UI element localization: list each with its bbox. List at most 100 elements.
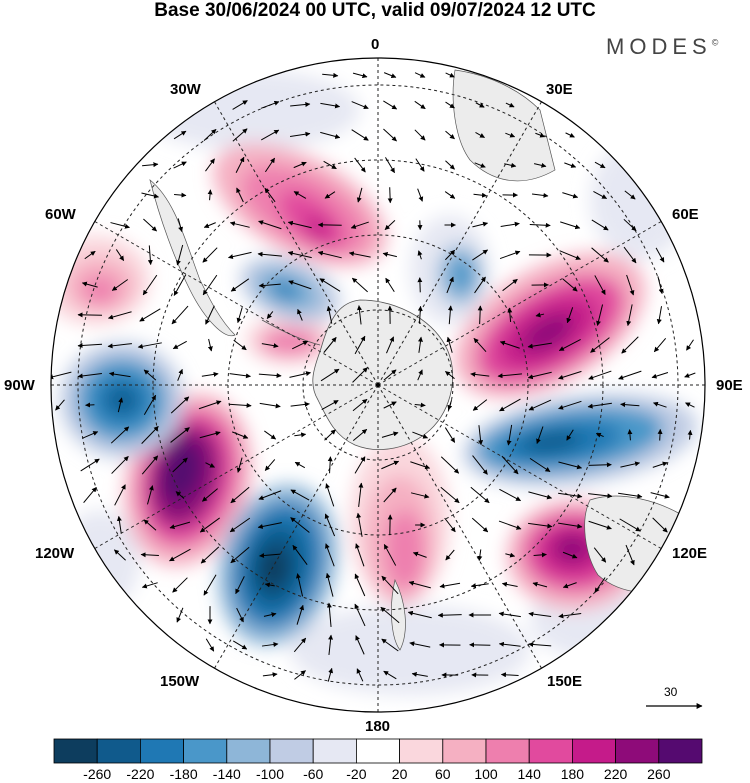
- wind-vector: [591, 219, 609, 231]
- wind-vector: [201, 488, 218, 502]
- wind-vector: [588, 520, 612, 530]
- colorbar-swatch: [139, 738, 184, 764]
- lon-label-90w: 90W: [4, 377, 35, 394]
- wind-vector: [229, 517, 251, 533]
- wind-vector: [290, 401, 310, 407]
- wind-vector: [114, 484, 126, 506]
- wind-vector: [143, 519, 157, 531]
- wind-vector: [535, 132, 546, 138]
- lon-label-180: 180: [365, 718, 391, 735]
- wind-vector: [352, 367, 368, 383]
- wind-vector: [470, 583, 489, 589]
- wind-vector: [501, 581, 518, 587]
- wind-vector: [354, 573, 366, 597]
- wind-vector: [205, 638, 215, 652]
- wind-vector: [533, 162, 547, 168]
- wind-vector: [287, 250, 312, 259]
- wind-vector: [260, 100, 280, 109]
- wind-vector: [176, 607, 184, 623]
- wind-vector: [108, 371, 131, 378]
- wind-vector: [414, 100, 426, 110]
- wind-vector: [137, 342, 162, 349]
- wind-vector: [470, 486, 490, 504]
- wind-vector: [258, 220, 282, 230]
- wind-vector: [263, 612, 277, 618]
- wind-vector: [528, 522, 553, 529]
- wind-vector: [170, 427, 190, 443]
- anomaly-patch: [290, 605, 530, 695]
- wind-vector: [325, 572, 334, 597]
- wind-vector: [351, 277, 368, 293]
- wind-vector: [297, 308, 303, 321]
- wind-vector: [499, 340, 520, 349]
- wind-vector: [595, 432, 604, 438]
- wind-vector: [262, 672, 278, 678]
- anomaly-contour: [554, 534, 590, 562]
- wind-vector: [417, 277, 423, 293]
- wind-vector: [319, 278, 341, 292]
- colorbar-swatch: [96, 738, 141, 764]
- wind-vector: [531, 192, 549, 198]
- colorbar-tick-label: 140: [517, 766, 541, 782]
- colorbar-tick-label: -100: [255, 766, 285, 782]
- wind-vector: [327, 667, 334, 682]
- wind-vector: [470, 371, 490, 377]
- wind-vector: [532, 581, 548, 588]
- wind-vector: [505, 102, 515, 108]
- wind-vector: [499, 398, 521, 412]
- map-title: Base 30/06/2024 00 UTC, valid 09/07/2024…: [154, 0, 596, 21]
- wind-vector: [383, 100, 398, 110]
- wind-vector: [80, 458, 100, 472]
- wind-vector: [565, 132, 575, 138]
- wind-vector: [445, 370, 455, 380]
- wind-vector: [117, 397, 124, 413]
- wind-vector: [233, 339, 247, 351]
- meridian-line: [377, 101, 542, 386]
- wind-vector: [686, 339, 694, 351]
- wind-vector: [446, 276, 454, 294]
- wind-vector: [323, 336, 337, 353]
- wind-vector: [499, 488, 522, 502]
- wind-vector: [383, 72, 397, 79]
- wind-vector: [51, 371, 72, 380]
- wind-vector: [381, 575, 399, 595]
- meridian-line: [377, 384, 662, 549]
- wind-vector: [173, 161, 187, 169]
- anomaly-contour: [160, 440, 204, 504]
- wind-vector: [474, 162, 486, 168]
- wind-vector: [289, 371, 312, 378]
- wind-vector: [444, 517, 456, 533]
- wind-vector: [529, 457, 551, 473]
- wind-vector: [440, 456, 460, 474]
- wind-vector: [627, 429, 633, 441]
- wind-vector: [472, 399, 488, 411]
- wind-vector: [623, 246, 637, 264]
- wind-vector: [327, 456, 333, 474]
- colorbar-swatch: [615, 738, 660, 764]
- wind-vector: [142, 274, 158, 296]
- meridian-line: [377, 384, 542, 669]
- wind-vector: [356, 668, 364, 682]
- wind-vector: [594, 275, 606, 296]
- wind-vector: [529, 222, 551, 228]
- meridian-line: [377, 221, 662, 386]
- wind-vector: [685, 402, 695, 408]
- wind-vector: [115, 249, 125, 262]
- wind-vector: [588, 462, 612, 468]
- wind-vector: [294, 432, 307, 438]
- wind-vector: [264, 430, 277, 440]
- antarctica-landmass: [149, 69, 696, 651]
- wind-vector: [143, 218, 157, 232]
- wind-vector: [620, 461, 641, 468]
- colorbar-tick-label: 220: [603, 766, 628, 782]
- wind-vector: [355, 543, 365, 567]
- wind-vector: [558, 339, 581, 351]
- wind-vector: [142, 162, 159, 168]
- wind-vector: [289, 131, 311, 137]
- wind-vector: [498, 520, 522, 530]
- wind-vector: [146, 485, 154, 505]
- wind-vector: [354, 335, 366, 355]
- wind-vector: [417, 369, 423, 381]
- wind-vector: [351, 101, 369, 110]
- wind-vector: [445, 130, 455, 140]
